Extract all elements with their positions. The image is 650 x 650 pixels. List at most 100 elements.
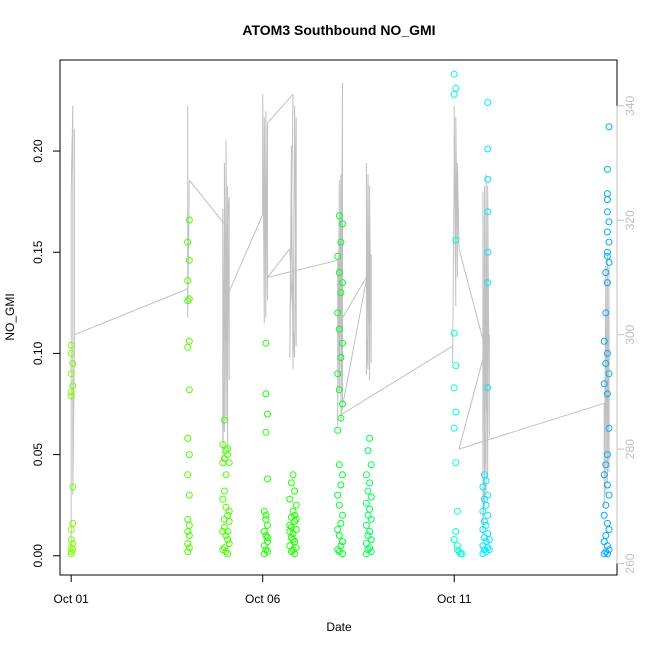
data-point xyxy=(362,550,370,558)
data-point xyxy=(600,337,608,345)
data-point xyxy=(67,341,75,349)
y-axis: 0.00 0.05 0.10 0.15 0.20 xyxy=(31,139,61,568)
data-point xyxy=(603,349,611,357)
data-point xyxy=(184,515,192,523)
x-tick-label: Oct 06 xyxy=(245,592,281,606)
secondary-y-axis: 260 280 300 320 340 xyxy=(616,95,637,574)
data-point xyxy=(264,475,271,483)
x-tick-label: Oct 11 xyxy=(437,592,472,606)
data-point xyxy=(334,426,342,434)
data-point xyxy=(603,481,611,489)
data-point xyxy=(479,550,487,558)
data-point xyxy=(366,434,374,442)
data-point xyxy=(67,349,75,357)
data-point xyxy=(69,360,77,367)
data-point xyxy=(224,528,232,535)
data-point xyxy=(366,479,374,487)
data-point xyxy=(291,487,299,495)
data-point xyxy=(289,507,297,515)
y-axis-label: NO_GMI xyxy=(3,293,17,340)
data-point xyxy=(335,501,343,509)
y-tick-label: 0.00 xyxy=(31,544,45,568)
data-point xyxy=(602,360,610,367)
data-point xyxy=(339,279,346,287)
data-point xyxy=(222,503,230,511)
data-point xyxy=(184,297,192,305)
data-point xyxy=(289,471,297,479)
data-point xyxy=(364,532,372,539)
data-point xyxy=(335,325,343,333)
secondary-line-segment xyxy=(222,214,264,307)
data-point xyxy=(334,546,342,554)
data-point xyxy=(337,414,345,422)
y2-tick-label: 340 xyxy=(623,95,637,115)
y-tick-label: 0.20 xyxy=(31,139,45,163)
data-point xyxy=(339,339,346,347)
data-point xyxy=(219,441,227,448)
x-tick-label: Oct 01 xyxy=(53,592,89,606)
data-point xyxy=(605,370,613,378)
data-point xyxy=(222,548,230,556)
data-point xyxy=(335,212,343,220)
data-point xyxy=(458,550,466,558)
data-point xyxy=(185,216,193,224)
data-point xyxy=(69,483,77,491)
data-point xyxy=(602,309,610,317)
data-point xyxy=(484,175,492,183)
data-point xyxy=(362,471,370,479)
data-point xyxy=(67,392,75,400)
data-point xyxy=(366,528,374,535)
data-point xyxy=(291,550,299,558)
data-point xyxy=(224,451,232,459)
y2-tick-label: 260 xyxy=(623,553,637,573)
data-point xyxy=(600,380,608,388)
data-point xyxy=(603,165,611,173)
data-point xyxy=(291,511,299,519)
data-point xyxy=(482,521,490,529)
data-point xyxy=(364,511,372,519)
data-point xyxy=(260,550,268,558)
data-point xyxy=(287,479,295,487)
data-point xyxy=(219,495,227,503)
data-point xyxy=(481,517,488,525)
data-point xyxy=(452,236,460,244)
data-point xyxy=(364,487,372,495)
data-point xyxy=(450,384,458,392)
data-point xyxy=(184,471,192,479)
data-point xyxy=(337,519,345,527)
data-point xyxy=(484,99,492,106)
data-point xyxy=(262,339,270,347)
secondary-line-segment xyxy=(337,82,343,427)
data-point xyxy=(339,471,346,479)
data-point xyxy=(452,362,460,370)
data-point xyxy=(292,515,300,523)
data-point xyxy=(224,511,232,519)
secondary-line-segment xyxy=(267,248,291,278)
data-point xyxy=(362,540,370,548)
secondary-line xyxy=(70,82,610,553)
data-point xyxy=(339,550,346,558)
data-point xyxy=(450,329,458,337)
secondary-line-segment xyxy=(365,162,372,381)
data-point xyxy=(603,519,611,527)
data-point xyxy=(484,384,492,392)
data-point xyxy=(184,277,192,285)
data-point xyxy=(364,447,372,455)
data-point xyxy=(185,337,193,345)
data-point xyxy=(479,483,487,491)
data-point xyxy=(334,252,342,260)
data-point xyxy=(482,501,490,509)
data-point xyxy=(484,491,492,499)
data-point xyxy=(362,499,370,507)
data-point xyxy=(335,269,343,276)
data-point xyxy=(602,461,610,469)
secondary-line-segment xyxy=(267,259,338,278)
scatter-points xyxy=(67,70,613,558)
data-point xyxy=(603,279,611,287)
data-point xyxy=(220,544,228,552)
data-point xyxy=(452,84,460,92)
data-point xyxy=(337,238,345,246)
data-point xyxy=(184,548,192,556)
data-point xyxy=(602,269,610,276)
data-point xyxy=(289,546,297,554)
